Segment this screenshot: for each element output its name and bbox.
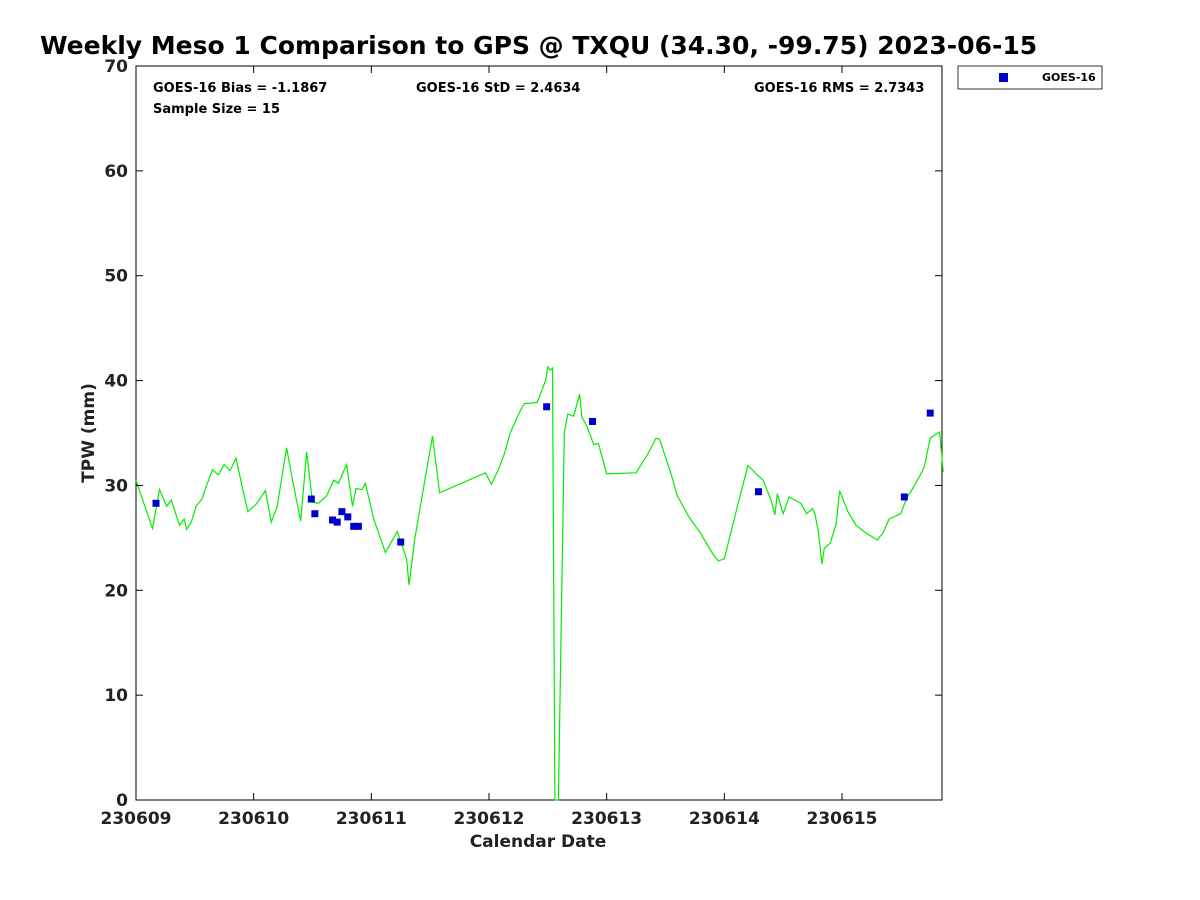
x-tick-label: 230613 xyxy=(571,809,642,829)
goes16-point xyxy=(354,522,362,530)
legend: GOES-16 xyxy=(957,65,1103,90)
y-tick-label: 0 xyxy=(116,791,128,811)
goes16-point xyxy=(350,522,358,530)
goes16-point xyxy=(397,538,405,546)
x-tick-label: 230615 xyxy=(806,809,877,829)
goes16-point xyxy=(328,516,336,524)
plot-area: 0 10 20 30 40 50 60 70 230609 230610 230611 230612… xyxy=(101,57,944,829)
goes16-point xyxy=(344,513,352,521)
y-tick-label: 70 xyxy=(104,57,128,77)
gps-line-series xyxy=(135,365,944,801)
goes16-point xyxy=(333,518,341,526)
stat-sample-size: Sample Size = 15 xyxy=(153,102,280,117)
goes16-point-series xyxy=(152,403,934,546)
y-tick-label: 20 xyxy=(104,581,128,601)
goes16-point xyxy=(543,403,551,411)
goes16-point xyxy=(589,417,597,425)
goes16-point xyxy=(754,488,762,496)
x-tick-label: 230614 xyxy=(689,809,760,829)
stat-rms: GOES-16 RMS = 2.7343 xyxy=(754,81,924,96)
x-tick-label: 230611 xyxy=(336,809,407,829)
legend-swatch-goes16 xyxy=(999,73,1008,82)
stat-bias: GOES-16 Bias = -1.1867 xyxy=(153,81,327,96)
gps-line xyxy=(135,365,944,801)
chart-title: Weekly Meso 1 Comparison to GPS @ TXQU (… xyxy=(40,31,1037,60)
y-tick-label: 60 xyxy=(104,162,128,182)
y-axis-label: TPW (mm) xyxy=(79,383,99,483)
axes-frame xyxy=(135,65,943,801)
x-axis-ticks: 230609 230610 230611 230612 230613 230614 2306… xyxy=(101,66,877,829)
x-tick-label: 230612 xyxy=(454,809,525,829)
y-tick-label: 50 xyxy=(104,267,128,287)
goes16-point xyxy=(338,508,346,516)
y-tick-label: 10 xyxy=(104,686,128,706)
x-tick-label: 230610 xyxy=(218,809,289,829)
goes16-point xyxy=(926,409,934,417)
y-tick-label: 30 xyxy=(104,476,128,496)
x-axis-label: Calendar Date xyxy=(470,832,607,852)
goes16-point xyxy=(152,499,160,507)
stat-std: GOES-16 StD = 2.4634 xyxy=(416,81,580,96)
legend-label-goes16: GOES-16 xyxy=(1042,71,1096,84)
y-axis-ticks: 0 10 20 30 40 50 60 70 xyxy=(104,57,942,811)
goes16-point xyxy=(311,510,319,518)
legend-box xyxy=(957,65,1103,90)
goes16-point xyxy=(900,493,908,501)
goes16-point xyxy=(307,495,315,503)
y-tick-label: 40 xyxy=(104,372,128,392)
x-tick-label: 230609 xyxy=(101,809,172,829)
